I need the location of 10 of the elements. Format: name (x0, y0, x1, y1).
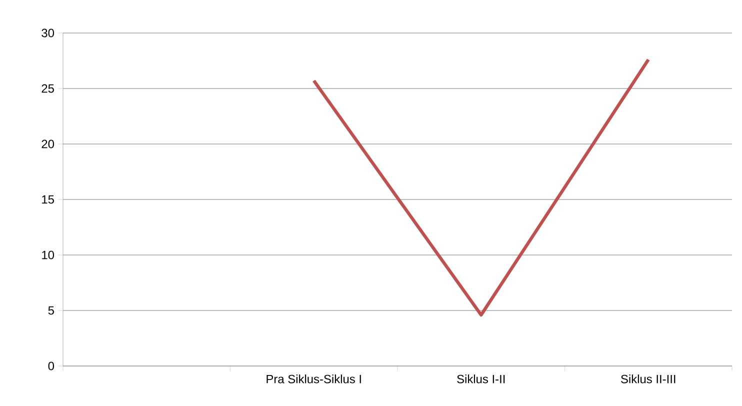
y-tick-label: 25 (42, 84, 54, 93)
x-tick-label: Siklus II-III (621, 374, 676, 384)
y-tick-label: 0 (48, 362, 54, 370)
y-tick-label: 20 (42, 140, 54, 148)
x-tick-label: Pra Siklus-Siklus I (266, 374, 361, 384)
y-tick-label: 5 (48, 306, 54, 315)
y-tick-label: 10 (42, 250, 54, 260)
y-tick-label: 30 (42, 28, 54, 38)
y-tick-label: 15 (42, 195, 54, 204)
x-tick-label: Siklus I-II (457, 374, 505, 384)
